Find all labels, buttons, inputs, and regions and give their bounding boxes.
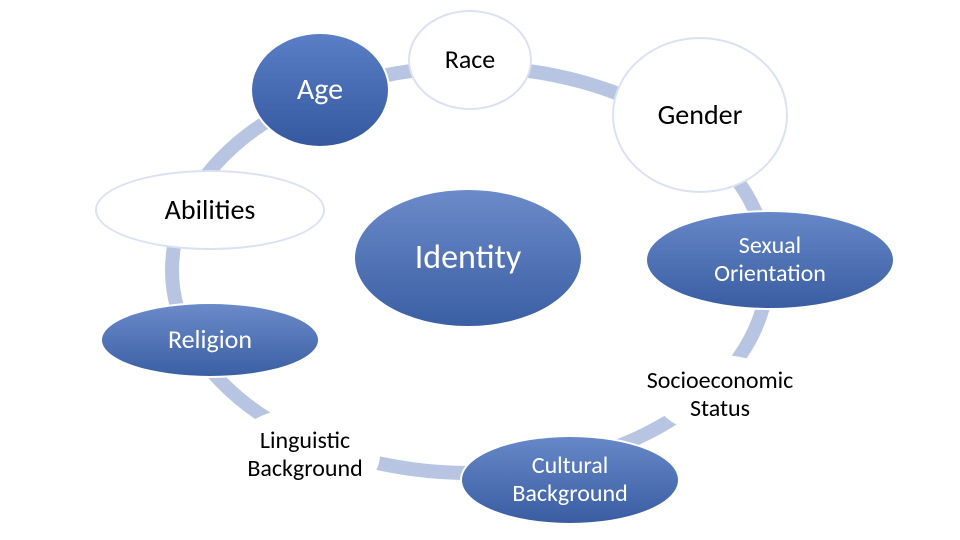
node-center-identity-label: Identity	[415, 238, 522, 277]
node-cultural-background: CulturalBackground	[460, 435, 680, 525]
node-sexual-orientation-label: SexualOrientation	[714, 232, 826, 287]
node-gender-label: Gender	[658, 99, 743, 131]
node-sexual-orientation: SexualOrientation	[645, 210, 895, 310]
node-center-identity: Identity	[353, 188, 583, 328]
node-age: Age	[250, 32, 390, 148]
node-race-label: Race	[445, 45, 496, 75]
node-socioeconomic: SocioeconomicStatus	[655, 355, 785, 435]
node-cultural-background-label: CulturalBackground	[512, 452, 627, 507]
identity-diagram: Age Race Gender SexualOrientation Socioecono…	[0, 0, 960, 540]
node-linguistic-background-label: LinguisticBackground	[247, 427, 362, 482]
node-religion-label: Religion	[168, 325, 252, 355]
node-race: Race	[408, 10, 532, 110]
node-abilities-label: Abilities	[165, 194, 256, 226]
node-age-label: Age	[297, 73, 343, 108]
node-socioeconomic-label: SocioeconomicStatus	[647, 367, 794, 422]
node-gender: Gender	[612, 37, 788, 193]
node-linguistic-background: LinguisticBackground	[230, 407, 380, 503]
node-religion: Religion	[100, 302, 320, 378]
node-abilities: Abilities	[95, 170, 325, 250]
